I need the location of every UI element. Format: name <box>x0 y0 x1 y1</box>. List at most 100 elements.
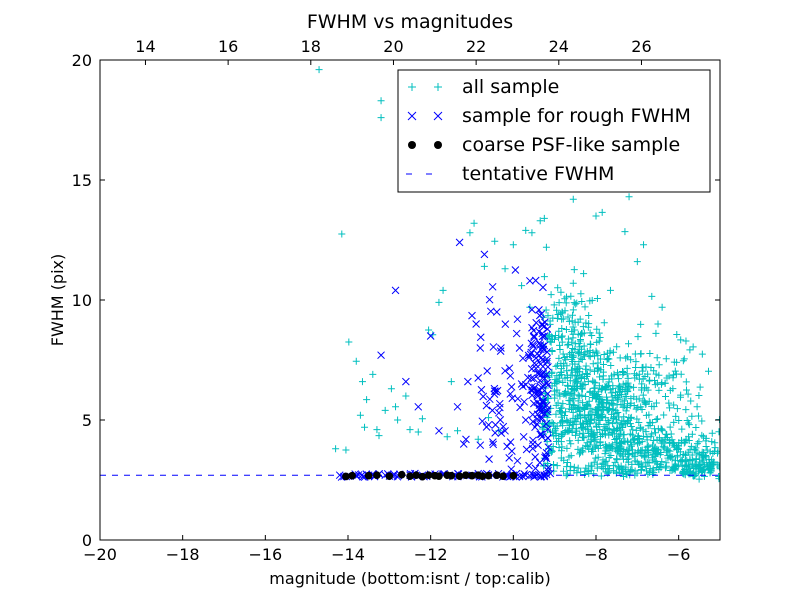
data-point-rough-fwhm-sample <box>485 455 493 463</box>
data-point-rough-fwhm-sample <box>530 332 538 340</box>
data-point-all-sample <box>563 444 571 452</box>
data-point-rough-fwhm-sample <box>535 339 544 347</box>
data-point-all-sample <box>612 407 620 415</box>
data-point-all-sample <box>568 428 576 436</box>
data-point-all-sample <box>635 432 643 440</box>
data-point-rough-fwhm-sample <box>537 310 546 318</box>
data-point-all-sample <box>592 212 600 220</box>
data-point-all-sample <box>695 391 703 399</box>
y-tick-label: 20 <box>72 51 92 70</box>
legend-markers <box>406 83 444 175</box>
data-point-rough-fwhm-sample <box>528 440 537 448</box>
data-point-all-sample <box>589 348 597 356</box>
data-point-all-sample <box>561 307 569 315</box>
data-point-all-sample <box>474 435 482 443</box>
data-point-all-sample <box>563 293 571 301</box>
data-point-all-sample <box>429 331 437 339</box>
data-point-rough-fwhm-sample <box>499 422 508 431</box>
data-point-all-sample <box>425 326 433 334</box>
data-point-rough-fwhm-sample <box>544 381 552 390</box>
legend-label-tentative-fwhm: tentative FWHM <box>462 163 614 185</box>
data-point-all-sample <box>658 303 666 311</box>
data-point-psf-like-sample <box>364 471 373 480</box>
data-point-all-sample <box>617 391 625 399</box>
data-point-rough-fwhm-sample <box>544 463 553 472</box>
data-point-psf-like-sample <box>348 471 356 480</box>
data-point-all-sample <box>600 399 608 407</box>
data-point-all-sample <box>615 413 623 421</box>
data-point-all-sample <box>660 411 668 419</box>
data-point-all-sample <box>625 340 633 348</box>
data-point-psf-like-sample <box>424 471 433 480</box>
data-point-all-sample <box>588 332 596 340</box>
data-point-all-sample <box>562 326 570 334</box>
data-point-all-sample <box>703 446 711 454</box>
data-point-all-sample <box>566 422 574 430</box>
data-point-all-sample <box>605 447 613 455</box>
data-point-all-sample <box>414 428 422 436</box>
data-point-all-sample <box>627 395 635 403</box>
data-point-all-sample <box>598 385 606 393</box>
data-point-all-sample <box>587 438 595 446</box>
data-point-all-sample <box>602 457 610 465</box>
data-point-rough-fwhm-sample <box>528 305 536 314</box>
data-point-all-sample <box>604 349 612 357</box>
data-point-rough-fwhm-sample <box>531 276 540 285</box>
data-point-all-sample <box>625 450 633 458</box>
data-point-all-sample <box>542 243 550 251</box>
data-point-rough-fwhm-sample <box>476 344 485 352</box>
data-point-all-sample <box>646 349 654 357</box>
x-tick-label: −16 <box>248 545 282 564</box>
data-point-rough-fwhm-sample <box>530 399 538 408</box>
data-point-all-sample <box>583 370 591 378</box>
data-point-rough-fwhm-sample <box>542 370 551 379</box>
data-point-rough-fwhm-sample <box>488 282 497 291</box>
data-point-all-sample <box>579 381 587 389</box>
data-point-all-sample <box>671 466 679 474</box>
data-point-all-sample <box>589 377 597 385</box>
data-point-all-sample <box>619 423 627 431</box>
legend-marker-all-sample <box>434 83 442 91</box>
data-point-all-sample <box>598 413 606 421</box>
data-point-all-sample <box>590 437 598 445</box>
data-point-all-sample <box>639 391 647 399</box>
data-point-rough-fwhm-sample <box>538 384 546 392</box>
data-point-all-sample <box>717 462 720 464</box>
data-point-all-sample <box>558 447 566 455</box>
data-point-all-sample <box>553 462 561 470</box>
data-point-all-sample <box>580 270 588 278</box>
y-tick-label: 0 <box>82 531 92 550</box>
data-point-all-sample <box>623 353 631 361</box>
data-point-all-sample <box>563 463 571 471</box>
data-point-all-sample <box>647 432 655 440</box>
data-point-rough-fwhm-sample <box>501 366 509 375</box>
data-point-all-sample <box>613 448 621 456</box>
data-point-all-sample <box>690 465 698 473</box>
data-point-all-sample <box>606 286 614 294</box>
data-point-all-sample <box>345 338 353 346</box>
data-point-rough-fwhm-sample <box>505 364 514 373</box>
data-point-rough-fwhm-sample <box>511 266 520 274</box>
data-point-all-sample <box>392 403 400 411</box>
data-point-all-sample <box>619 368 627 376</box>
data-point-all-sample <box>598 403 606 411</box>
data-point-all-sample <box>568 327 576 335</box>
data-point-all-sample <box>632 364 640 372</box>
data-point-all-sample <box>594 444 602 452</box>
data-point-all-sample <box>688 460 696 468</box>
data-point-all-sample <box>536 217 544 225</box>
data-point-all-sample <box>586 441 594 449</box>
data-point-all-sample <box>651 377 659 385</box>
data-point-all-sample <box>587 415 595 423</box>
data-point-all-sample <box>418 415 426 423</box>
data-point-all-sample <box>602 384 610 392</box>
data-point-all-sample <box>633 415 641 423</box>
data-point-all-sample <box>601 450 609 458</box>
data-point-all-sample <box>592 347 600 355</box>
data-point-all-sample <box>573 412 581 420</box>
data-point-all-sample <box>540 214 548 222</box>
top-x-tick-label: 24 <box>549 37 569 56</box>
data-point-all-sample <box>358 378 366 386</box>
data-point-rough-fwhm-sample <box>477 385 486 394</box>
data-point-all-sample <box>660 444 668 452</box>
